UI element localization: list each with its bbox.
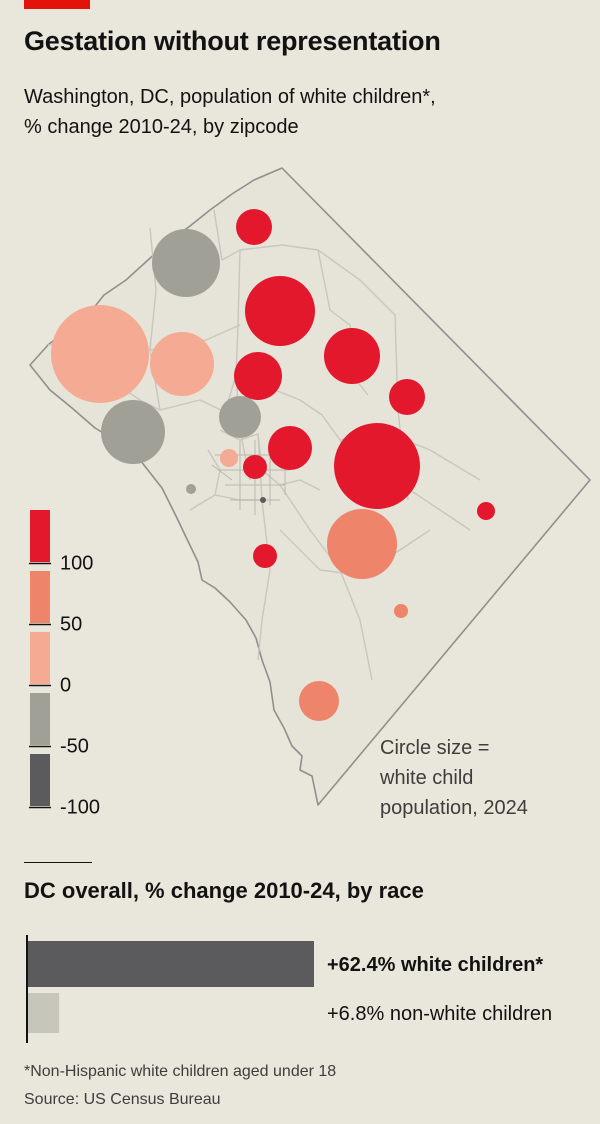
- zipcode-circle: [101, 400, 165, 464]
- notes: *Non-Hispanic white children aged under …: [24, 1058, 336, 1114]
- bar: [28, 993, 60, 1033]
- zipcode-circle: [152, 229, 220, 297]
- source-note: Source: US Census Bureau: [24, 1091, 221, 1108]
- subtitle-line-1: Washington, DC, population of white chil…: [24, 86, 436, 108]
- zipcode-circle: [150, 332, 214, 396]
- size-note-line-1: Circle size =: [380, 737, 490, 759]
- zipcode-circle: [220, 449, 238, 467]
- size-note-line-3: population, 2024: [380, 797, 528, 819]
- race-bar-chart: +62.4% white children* +6.8% non-white ch…: [26, 935, 552, 1043]
- dc-zipcode-map: 100 50 0 -50 -100: [29, 167, 591, 819]
- legend-tick-label: 0: [60, 675, 71, 697]
- zip-border: [159, 374, 237, 413]
- zipcode-circle: [299, 681, 339, 721]
- legend-tick-label: -100: [60, 797, 100, 819]
- zipcode-circle: [324, 328, 380, 384]
- legend-swatch: [30, 632, 50, 684]
- zipcode-circles: [51, 209, 495, 721]
- zipcode-circle: [51, 305, 149, 403]
- legend-swatch: [30, 571, 50, 623]
- zipcode-circle: [243, 455, 267, 479]
- dc-outline: [29, 167, 591, 806]
- circle-size-note: Circle size = white child population, 20…: [380, 733, 528, 823]
- zipcode-circle: [394, 604, 408, 618]
- legend-tick-label: 100: [60, 553, 93, 575]
- zipcode-circle: [236, 209, 272, 245]
- zipcode-circle: [219, 396, 261, 438]
- legend-tick-label: -50: [60, 736, 89, 758]
- bar: [28, 941, 314, 987]
- legend-swatch: [30, 754, 50, 806]
- zipcode-circle: [268, 426, 312, 470]
- chart-title: Gestation without representation: [24, 26, 441, 56]
- subtitle-line-2: % change 2010-24, by zipcode: [24, 116, 299, 138]
- zipcode-circle: [245, 276, 315, 346]
- zipcode-circle: [234, 352, 282, 400]
- zipcode-circle: [389, 379, 425, 415]
- legend-swatch: [30, 693, 50, 745]
- bar-series: +62.4% white children* +6.8% non-white ch…: [28, 941, 552, 1033]
- zipcode-circle: [334, 423, 420, 509]
- color-legend: 100 50 0 -50 -100: [29, 510, 100, 819]
- bar-chart-title: DC overall, % change 2010-24, by race: [24, 878, 424, 903]
- bar-data-label: +62.4% white children*: [327, 954, 543, 976]
- zipcode-circle: [260, 497, 266, 503]
- zipcode-circle: [253, 544, 277, 568]
- footnote: *Non-Hispanic white children aged under …: [24, 1063, 337, 1080]
- zip-border: [257, 433, 271, 661]
- zipcode-circle: [327, 509, 397, 579]
- zipcode-circle: [477, 502, 495, 520]
- section-divider: [24, 862, 92, 863]
- legend-tick-label: 50: [60, 614, 82, 636]
- brand-red-tab: [24, 0, 90, 9]
- size-note-line-2: white child: [380, 767, 474, 789]
- bar-data-label: +6.8% non-white children: [327, 1003, 552, 1025]
- dc-boundary: [29, 167, 591, 806]
- chart-subtitle: Washington, DC, population of white chil…: [24, 82, 584, 142]
- legend-swatch: [30, 510, 50, 562]
- zipcode-circle: [186, 484, 196, 494]
